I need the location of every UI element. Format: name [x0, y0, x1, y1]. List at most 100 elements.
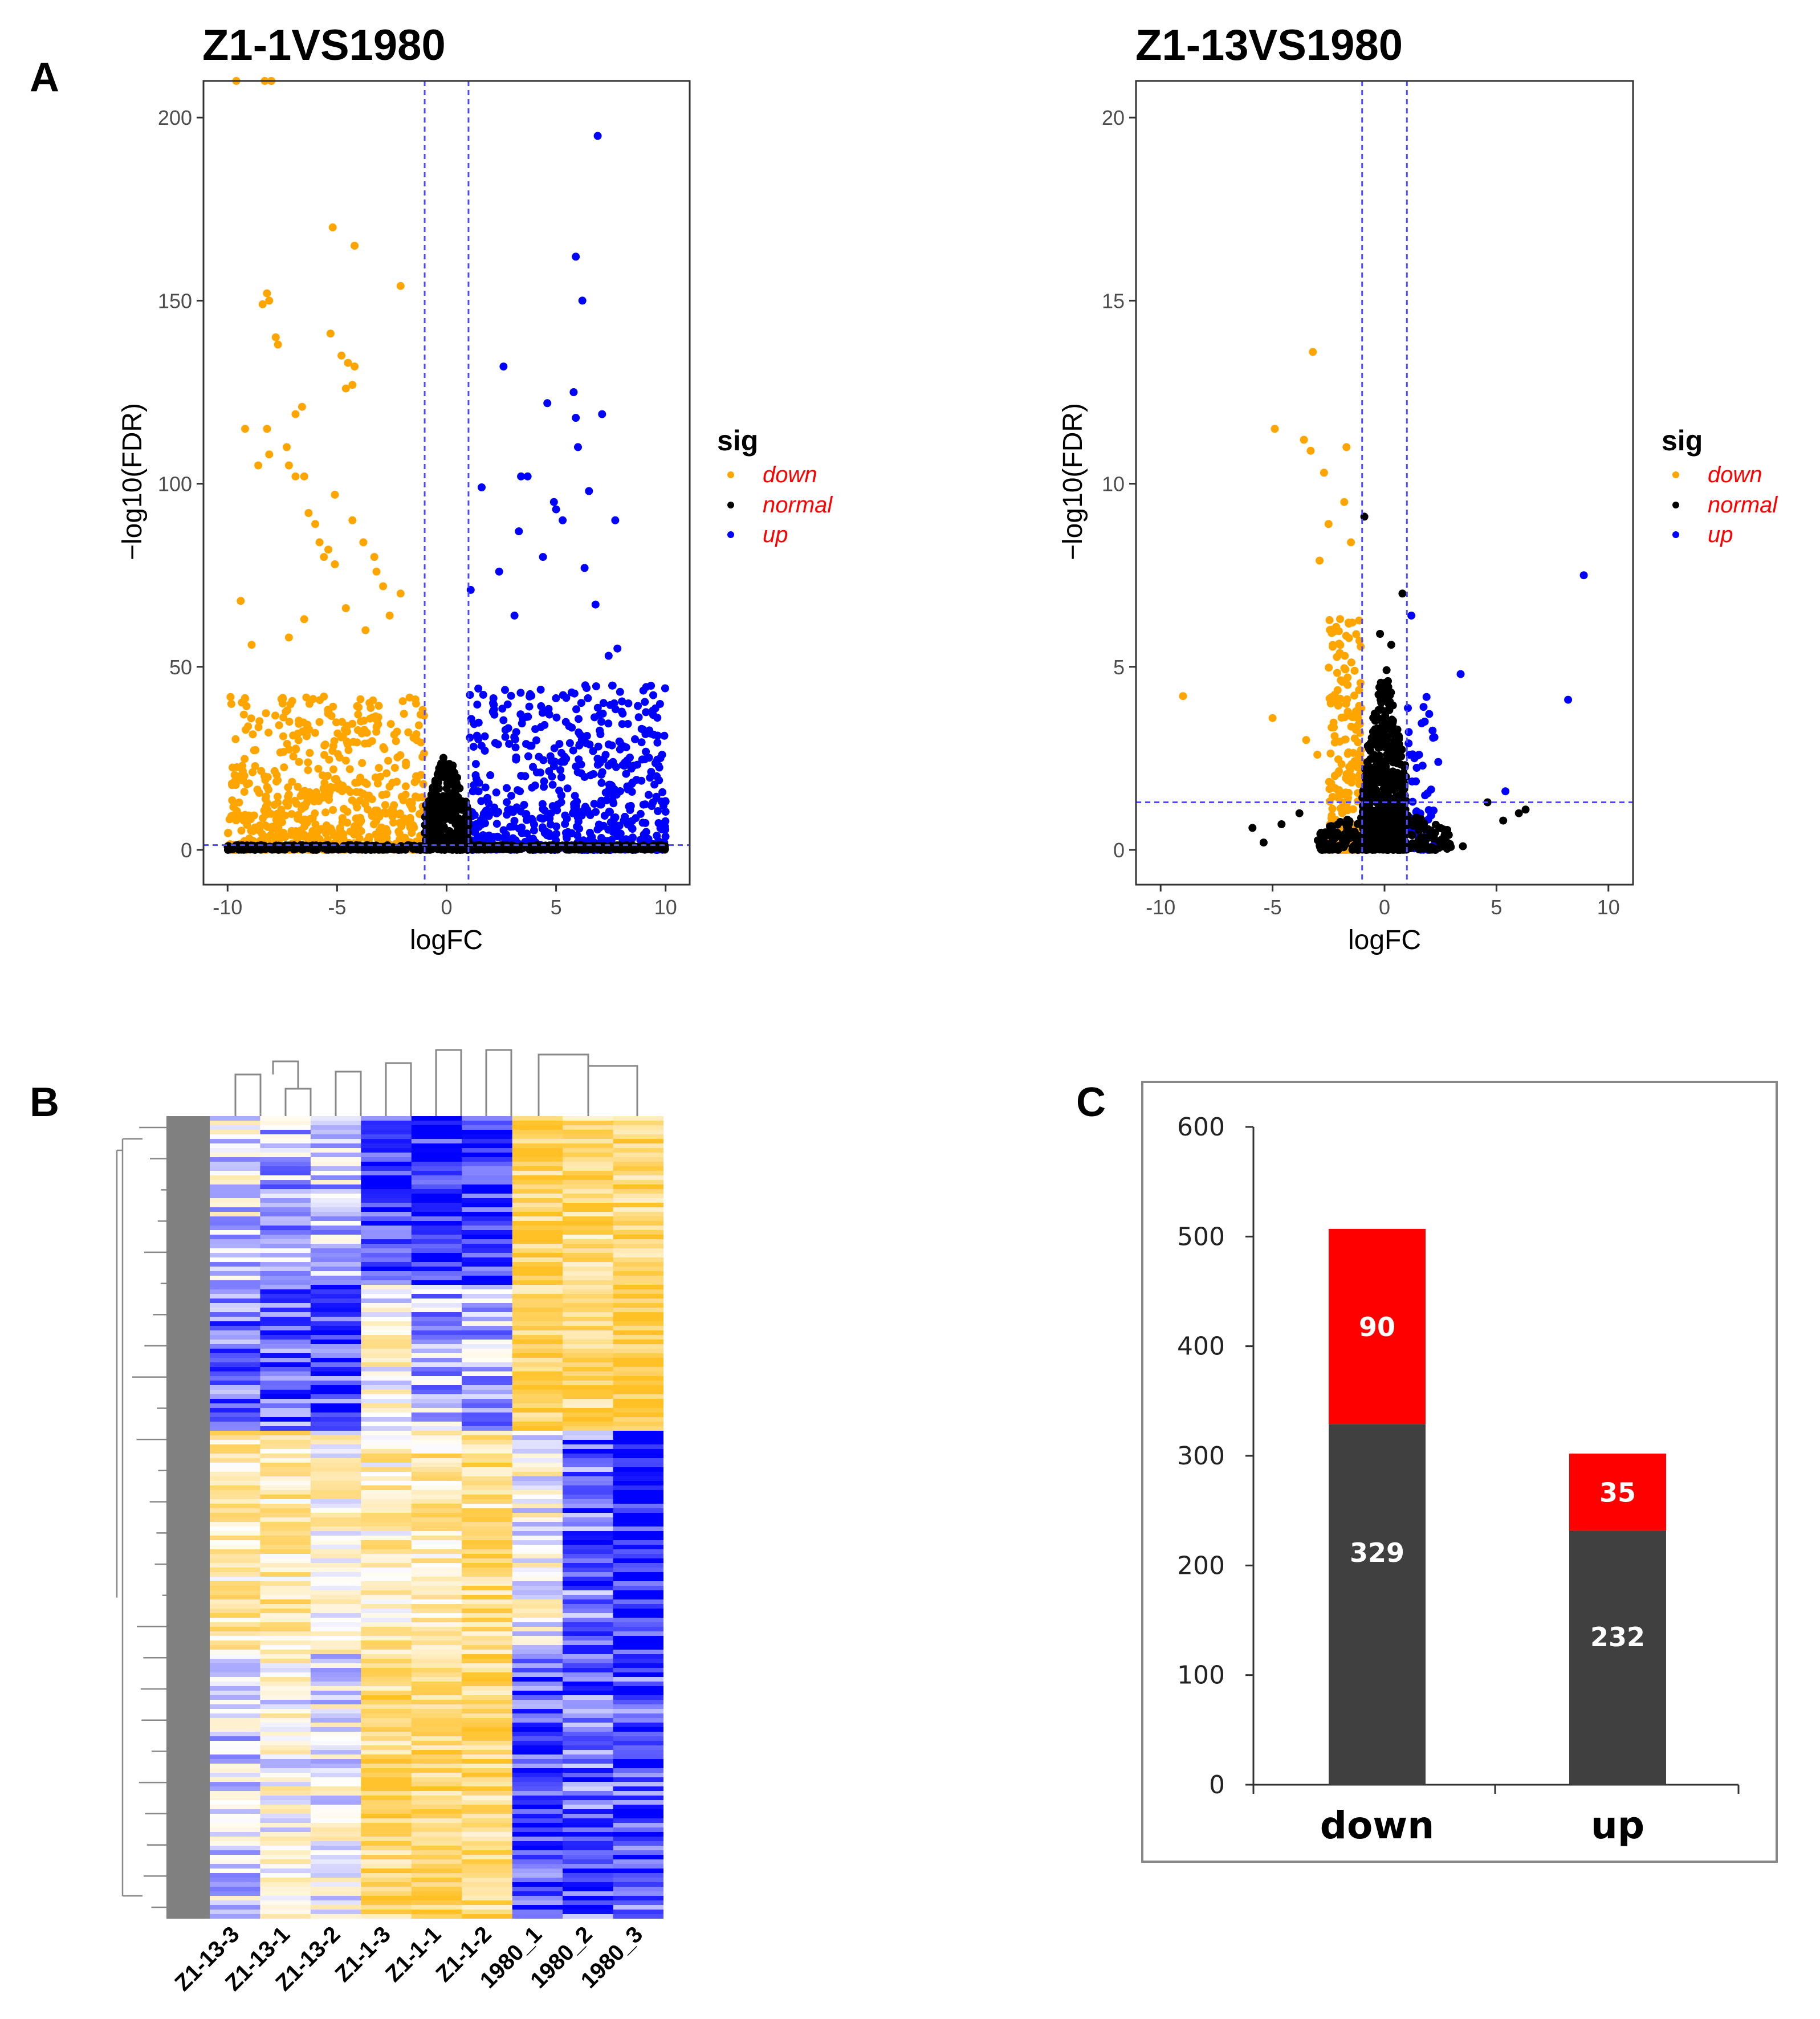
- heatmap-cell: [512, 1271, 563, 1276]
- heatmap-cell: [310, 1321, 361, 1326]
- heatmap-cell: [462, 1558, 513, 1564]
- heatmap-cell: [613, 1745, 663, 1751]
- heatmap-cell: [260, 1723, 311, 1728]
- heatmap-cell: [563, 1622, 614, 1627]
- heatmap-cell: [210, 1262, 260, 1267]
- normal-point: [1398, 844, 1406, 853]
- y-tick-label: 150: [158, 289, 192, 312]
- normal-point: [1316, 841, 1324, 850]
- heatmap-cell: [361, 1590, 412, 1595]
- heatmap-cell: [310, 1723, 361, 1728]
- heatmap-cell: [310, 1153, 361, 1158]
- heatmap-cell: [563, 1203, 614, 1208]
- heatmap-cell: [361, 1682, 412, 1687]
- down-point: [304, 758, 312, 767]
- heatmap-cell: [260, 1367, 311, 1372]
- heatmap-cell: [613, 1431, 663, 1436]
- normal-point: [1377, 705, 1386, 714]
- down-point: [288, 697, 296, 705]
- heatmap-cell: [411, 1230, 462, 1235]
- down-point: [356, 796, 364, 805]
- down-point: [344, 359, 352, 367]
- up-point: [649, 730, 658, 739]
- down-point: [405, 799, 414, 808]
- up-point: [636, 809, 645, 818]
- heatmap-cell: [361, 1312, 412, 1317]
- up-point: [583, 739, 591, 748]
- heatmap-cell: [462, 1590, 513, 1595]
- heatmap-cell: [411, 1198, 462, 1203]
- down-point: [320, 553, 328, 561]
- heatmap-cell: [260, 1175, 311, 1181]
- heatmap-cell: [411, 1577, 462, 1582]
- heatmap-cell: [361, 1153, 412, 1158]
- heatmap-cell: [411, 1599, 462, 1605]
- down-point: [233, 763, 241, 771]
- normal-point: [428, 816, 437, 825]
- down-point: [357, 827, 365, 836]
- down-point: [262, 709, 270, 718]
- heatmap-cell: [210, 1650, 260, 1655]
- down-point: [310, 797, 319, 805]
- heatmap-cell: [613, 1449, 663, 1454]
- heatmap-cell: [310, 1253, 361, 1258]
- heatmap-cell: [462, 1362, 513, 1367]
- up-point: [505, 740, 514, 748]
- down-point: [384, 756, 392, 765]
- heatmap-cell: [411, 1340, 462, 1345]
- heatmap-cell: [563, 1153, 614, 1158]
- heatmap-cell: [310, 1294, 361, 1299]
- heatmap-cell: [512, 1732, 563, 1737]
- heatmap-cell: [210, 1727, 260, 1732]
- down-point: [1331, 771, 1339, 780]
- heatmap-cell: [411, 1212, 462, 1217]
- up-point: [597, 779, 606, 787]
- heatmap-cell: [260, 1650, 311, 1655]
- heatmap-cell: [361, 1344, 412, 1349]
- heatmap-cell: [210, 1280, 260, 1285]
- down-point: [289, 731, 298, 740]
- heatmap-cell: [411, 1481, 462, 1486]
- heatmap-cell: [361, 1431, 412, 1436]
- heatmap-cell: [411, 1750, 462, 1755]
- heatmap-cell: [361, 1504, 412, 1509]
- heatmap-cell: [310, 1745, 361, 1751]
- down-point: [300, 787, 309, 795]
- heatmap-cell: [512, 1718, 563, 1723]
- heatmap-cell: [563, 1230, 614, 1235]
- heatmap-cell: [411, 1609, 462, 1614]
- heatmap-cell: [512, 1704, 563, 1709]
- legend-marker-down: [1672, 471, 1679, 478]
- y-axis-label: −log10(FDR): [117, 403, 148, 560]
- normal-point: [1408, 831, 1416, 840]
- heatmap-cell: [462, 1732, 513, 1737]
- dendrogram-leaves: [166, 1116, 210, 1919]
- heatmap-cell: [512, 1226, 563, 1231]
- heatmap-cell: [462, 1663, 513, 1668]
- heatmap-cell: [512, 1527, 563, 1532]
- normal-point: [1429, 835, 1438, 843]
- up-point: [1425, 710, 1434, 718]
- heatmap-cell: [462, 1326, 513, 1331]
- heatmap-cell: [361, 1244, 412, 1249]
- heatmap-cell: [613, 1554, 663, 1559]
- normal-point: [432, 784, 440, 793]
- up-point: [530, 820, 538, 829]
- down-point: [267, 809, 275, 818]
- heatmap-cell: [260, 1235, 311, 1240]
- heatmap-cell: [462, 1545, 513, 1550]
- heatmap-cell: [462, 1276, 513, 1281]
- heatmap-cell: [462, 1490, 513, 1495]
- heatmap-cell: [462, 1248, 513, 1253]
- down-point: [1341, 652, 1349, 660]
- up-point: [481, 732, 489, 740]
- up-point: [511, 743, 520, 752]
- down-point: [225, 815, 234, 824]
- heatmap-cell: [411, 1741, 462, 1746]
- heatmap-cell: [210, 1613, 260, 1618]
- up-point: [632, 776, 641, 784]
- up-point: [641, 698, 649, 706]
- heatmap-cell: [411, 1508, 462, 1513]
- heatmap-cell: [260, 1732, 311, 1737]
